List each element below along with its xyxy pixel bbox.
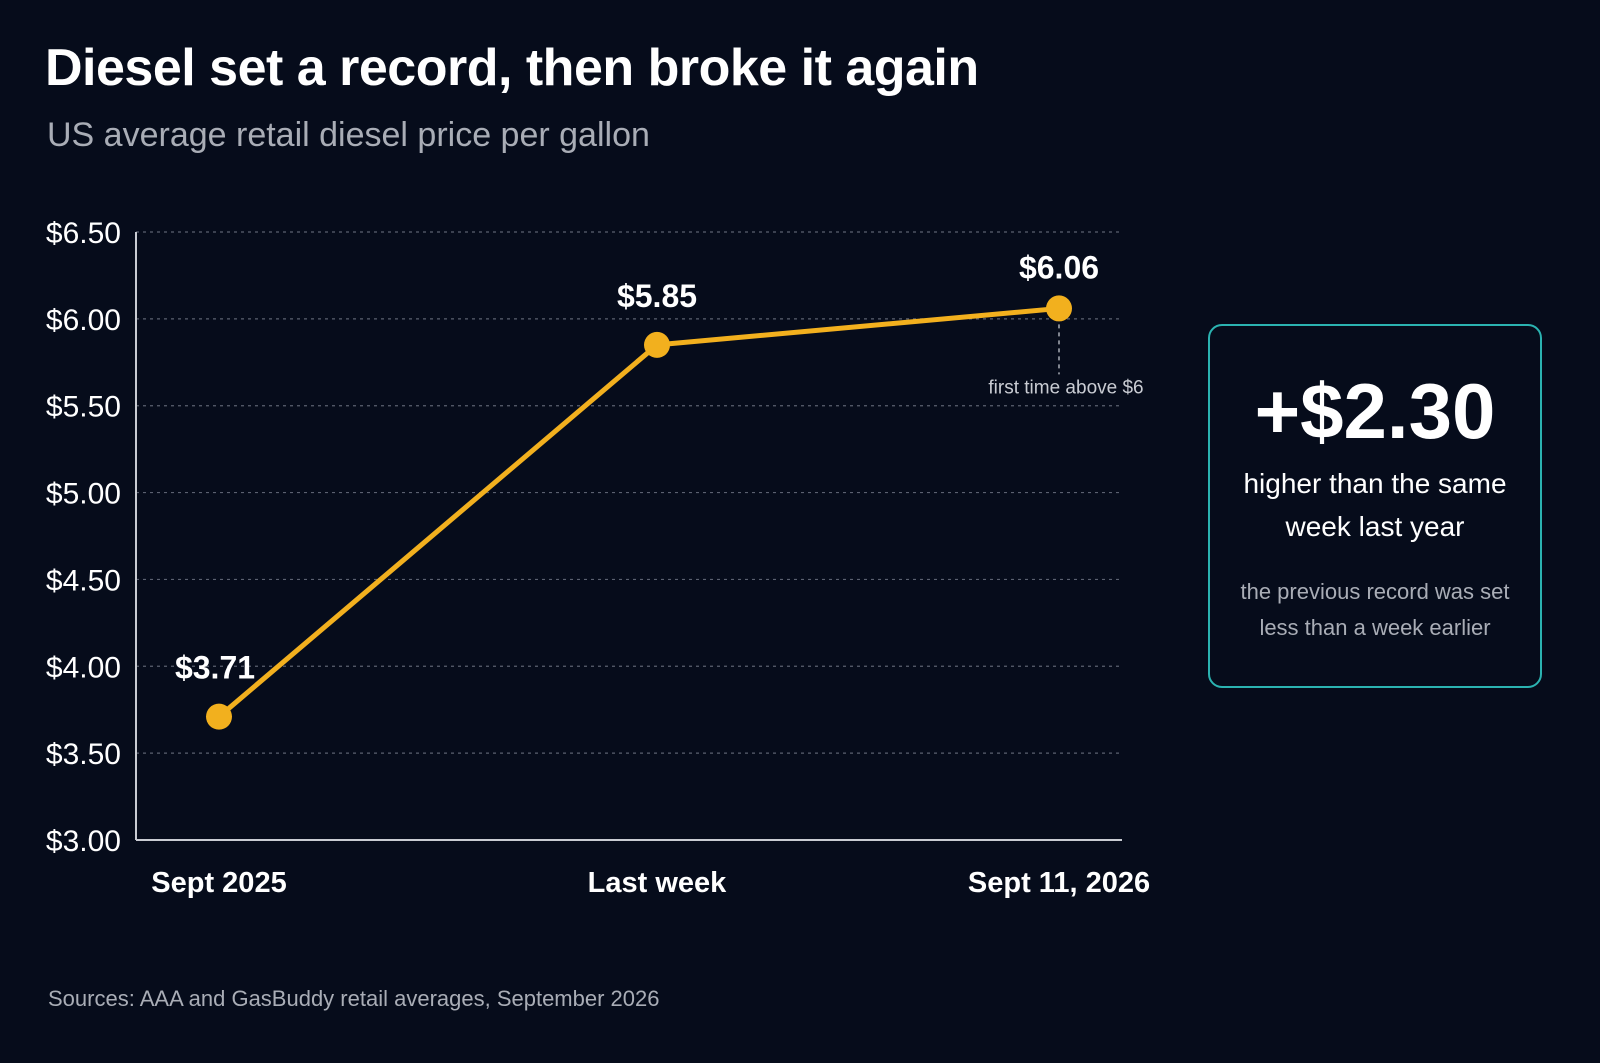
callout-note: the previous record was set less than a … — [1240, 579, 1510, 640]
y-tick-label: $6.50 — [46, 217, 121, 250]
chart-subtitle: US average retail diesel price per gallo… — [47, 116, 650, 154]
callout-text: higher than the same week last year — [1243, 468, 1507, 542]
sources-note: Sources: AAA and GasBuddy retail average… — [48, 986, 660, 1011]
y-tick-label: $3.00 — [46, 825, 121, 858]
y-tick-label: $3.50 — [46, 738, 121, 771]
data-label: $6.06 — [1019, 249, 1099, 285]
chart-title: Diesel set a record, then broke it again — [45, 39, 979, 97]
data-point — [644, 331, 670, 358]
y-tick-label: $6.00 — [46, 304, 121, 337]
y-tick-label: $4.50 — [46, 564, 121, 597]
x-tick-label: Last week — [588, 867, 727, 899]
y-tick-label: $4.00 — [46, 651, 121, 684]
y-tick-label: $5.50 — [46, 391, 121, 424]
annotation-text: first time above $6 — [988, 377, 1143, 398]
line-chart: $6.50 $6.00 $5.50 $5.00 $4.50 $4.00 $3.50 $3.00… — [46, 217, 1150, 899]
data-point — [206, 703, 232, 730]
x-tick-label: Sept 11, 2026 — [968, 867, 1150, 899]
data-point — [1046, 295, 1072, 322]
data-label: $5.85 — [617, 278, 697, 314]
price-line — [216, 305, 1062, 720]
price-change-callout: +$2.30 higher than the same week last ye… — [1208, 324, 1542, 688]
x-tick-label: Sept 2025 — [151, 867, 286, 899]
data-label: $3.71 — [175, 650, 255, 686]
y-tick-label: $5.00 — [46, 478, 121, 511]
callout-value: +$2.30 — [1254, 367, 1496, 455]
